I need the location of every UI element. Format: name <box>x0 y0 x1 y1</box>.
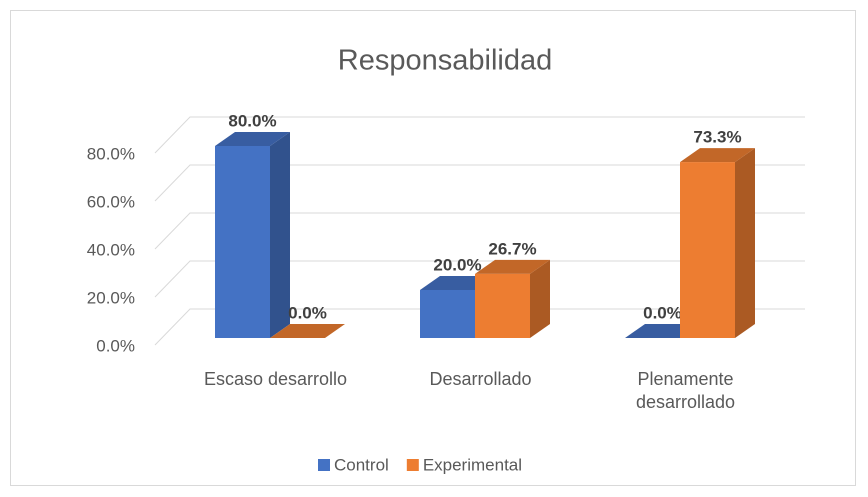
bar <box>215 146 270 338</box>
bar-top <box>215 132 290 146</box>
grid-line <box>154 164 805 202</box>
bar-top <box>475 259 550 274</box>
legend-swatch <box>318 459 330 471</box>
grid-line <box>154 260 805 298</box>
data-label: 73.3% <box>693 128 741 147</box>
bar <box>420 290 475 338</box>
y-tick-label: 60.0% <box>87 192 135 211</box>
bar <box>680 162 735 338</box>
grid-line <box>154 116 805 154</box>
data-label: 26.7% <box>488 239 536 258</box>
legend-swatch <box>406 459 419 471</box>
bar-side <box>735 148 755 338</box>
grid-line <box>154 308 805 346</box>
data-label: 0.0% <box>288 303 327 322</box>
bar-side <box>270 132 290 338</box>
x-tick-label: Desarrollado <box>429 369 532 389</box>
legend-label: Control <box>334 455 389 474</box>
bar-top <box>270 324 345 338</box>
x-tick-label: Escaso desarrollo <box>203 369 348 389</box>
legend-label: Experimental <box>423 455 522 474</box>
data-label: 80.0% <box>228 111 276 130</box>
y-tick-label: 40.0% <box>87 240 135 259</box>
bar-top <box>680 148 755 163</box>
y-tick-label: 0.0% <box>96 336 135 355</box>
y-tick-label: 80.0% <box>87 144 135 163</box>
data-label: 0.0% <box>643 303 682 322</box>
chart-title: Responsabilidad <box>338 45 552 77</box>
grid-line <box>154 212 805 250</box>
bar <box>475 273 530 338</box>
y-tick-label: 20.0% <box>87 288 135 307</box>
bar-side <box>530 259 550 338</box>
data-label: 20.0% <box>433 255 481 274</box>
x-tick-label: Plenamente desarrollado <box>635 369 736 412</box>
